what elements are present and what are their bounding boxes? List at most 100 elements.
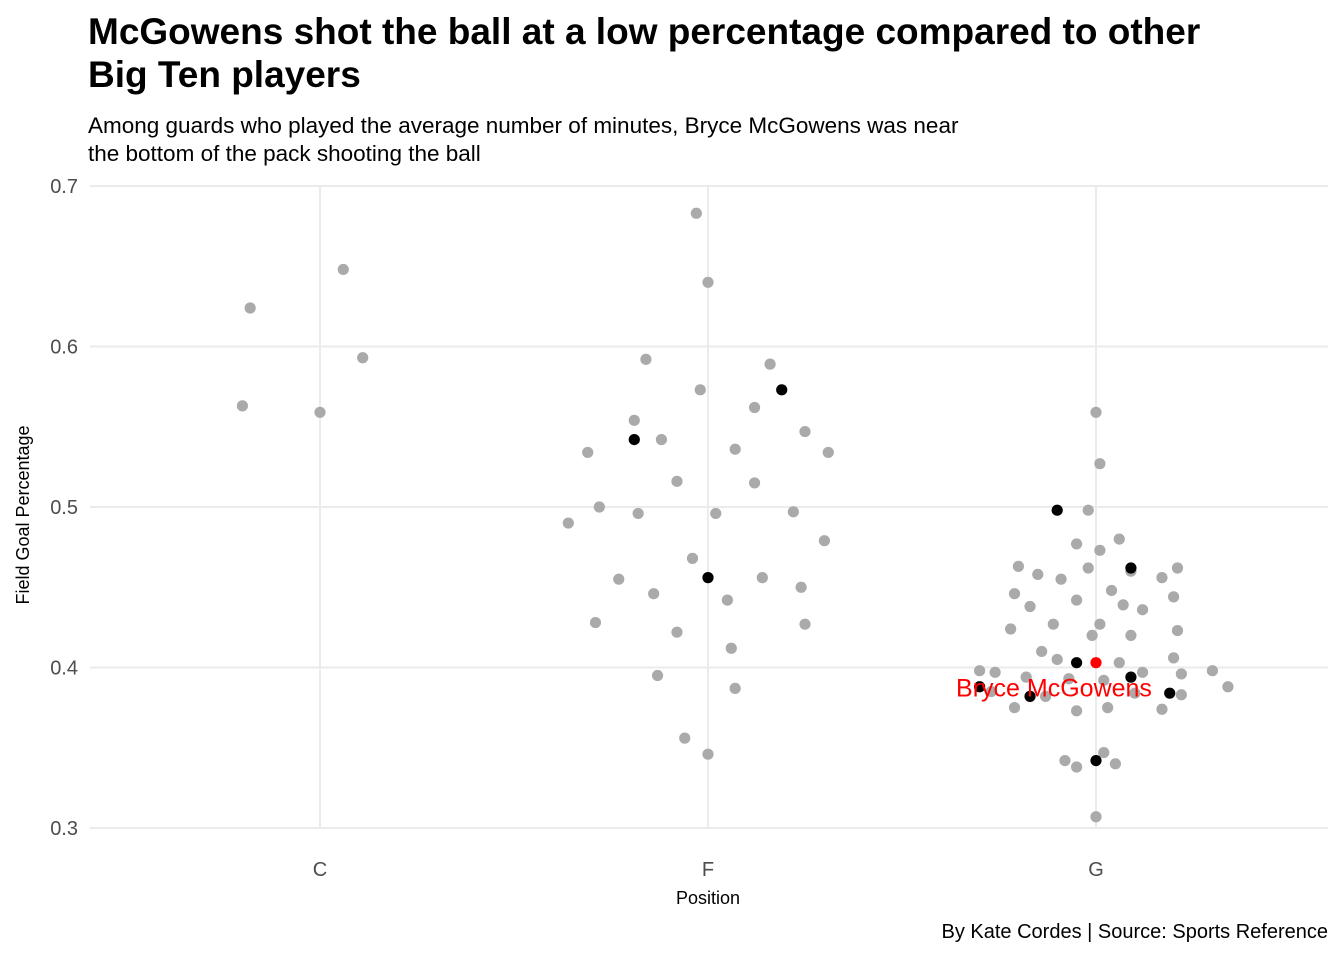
player-point <box>562 517 574 529</box>
x-axis-title: Position <box>676 888 740 908</box>
player-point <box>974 665 986 677</box>
player-point <box>632 507 644 520</box>
player-point <box>690 207 702 219</box>
player-point <box>1102 702 1114 714</box>
player-point <box>1071 538 1083 550</box>
chart-subtitle-line-1: Among guards who played the average numb… <box>88 113 959 138</box>
chart-title: McGowens shot the ball at a low percenta… <box>88 10 1344 96</box>
x-tick-label: G <box>1088 859 1104 881</box>
average-minutes-point <box>1071 657 1083 669</box>
average-minutes-point <box>1051 504 1063 516</box>
player-point <box>357 352 369 364</box>
player-point <box>756 572 768 584</box>
x-tick-label: C <box>313 859 327 881</box>
player-point <box>1156 572 1168 584</box>
player-point <box>799 425 811 438</box>
player-point <box>1036 645 1048 658</box>
player-point <box>795 581 807 593</box>
player-point <box>1136 604 1149 616</box>
player-point <box>671 475 683 487</box>
player-point <box>582 446 594 459</box>
player-point <box>613 573 625 585</box>
player-point <box>1071 705 1083 717</box>
player-point <box>1136 666 1149 678</box>
player-point <box>679 732 691 744</box>
player-point <box>818 535 831 547</box>
player-point <box>1094 544 1106 556</box>
player-point <box>1024 600 1036 613</box>
player-point <box>589 616 602 629</box>
player-point <box>1094 618 1106 630</box>
player-point <box>748 401 761 414</box>
player-point <box>748 477 761 489</box>
player-point <box>1005 623 1017 635</box>
player-point <box>1206 665 1218 677</box>
player-point <box>1171 624 1184 637</box>
player-point <box>1125 629 1137 642</box>
player-point <box>244 302 256 314</box>
player-point <box>1082 562 1094 574</box>
player-point <box>1032 568 1044 581</box>
chart-caption: By Kate Cordes | Source: Sports Referenc… <box>941 921 1329 943</box>
player-point <box>1109 758 1121 770</box>
player-point <box>822 446 834 459</box>
average-minutes-point <box>1125 562 1137 574</box>
chart-subtitle-line-2: the bottom of the pack shooting the ball <box>88 141 481 166</box>
player-point <box>1168 652 1180 664</box>
average-minutes-point <box>1024 690 1036 702</box>
player-point <box>710 507 722 520</box>
player-point <box>1175 689 1187 701</box>
average-minutes-point <box>1090 754 1102 767</box>
player-point <box>1071 594 1083 606</box>
average-minutes-point <box>974 681 986 693</box>
player-point <box>702 276 714 288</box>
player-point <box>1113 657 1125 669</box>
player-point <box>1055 573 1067 585</box>
player-point <box>655 433 668 446</box>
y-tick-label: 0.3 <box>50 818 78 840</box>
annotations: Bryce McGowens <box>956 675 1152 703</box>
player-point <box>1105 584 1118 597</box>
player-point <box>729 682 741 694</box>
chart-subtitle: Among guards who played the average numb… <box>88 112 1188 168</box>
player-point <box>985 685 997 698</box>
highlight-point <box>1090 657 1102 669</box>
player-point <box>1094 458 1106 470</box>
average-minutes-point <box>1164 687 1176 699</box>
x-tick-label: F <box>702 859 714 881</box>
player-point <box>1020 671 1032 683</box>
average-minutes-point <box>702 572 714 584</box>
player-point <box>1086 629 1098 642</box>
chart-title-line-2: Big Ten players <box>88 54 361 95</box>
player-point <box>1156 703 1168 715</box>
player-point <box>1012 560 1024 572</box>
player-point <box>1168 591 1180 603</box>
y-tick-label: 0.5 <box>50 497 78 519</box>
player-point <box>1171 562 1184 574</box>
y-axis-title: Field Goal Percentage <box>13 425 33 604</box>
y-tick-label: 0.4 <box>50 658 78 680</box>
player-point <box>1051 653 1063 666</box>
y-tick-label: 0.7 <box>50 176 78 198</box>
player-point <box>1008 702 1021 714</box>
player-point <box>314 406 326 418</box>
player-point <box>236 400 248 412</box>
player-point <box>1222 681 1234 693</box>
player-point <box>1129 687 1141 699</box>
player-point <box>1113 533 1125 545</box>
player-point <box>671 626 683 638</box>
y-axis-ticks: 0.3 0.4 0.5 0.6 0.7 <box>50 176 78 840</box>
player-point <box>1063 673 1075 685</box>
chart-title-line-1: McGowens shot the ball at a low percenta… <box>88 11 1201 52</box>
y-tick-label: 0.6 <box>50 337 78 359</box>
player-point <box>1082 504 1094 516</box>
player-point <box>787 506 799 518</box>
player-point <box>764 358 776 370</box>
average-minutes-point <box>1125 671 1137 683</box>
player-point <box>725 642 737 654</box>
average-minutes-point <box>628 433 640 446</box>
player-point <box>1039 690 1052 702</box>
average-minutes-point <box>776 384 788 396</box>
